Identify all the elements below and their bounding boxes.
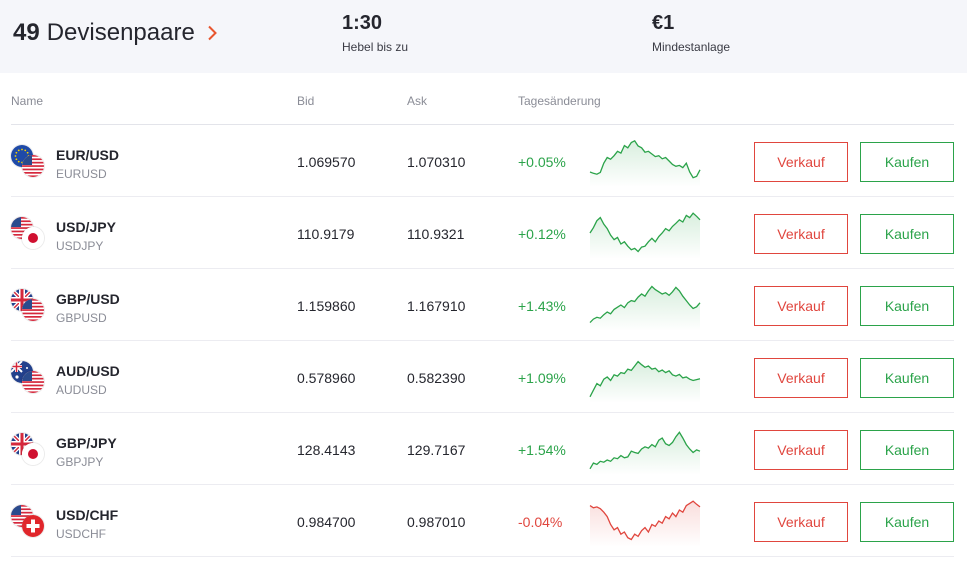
min-deposit-value: €1 (652, 12, 675, 34)
table-row-usdjpy[interactable]: USD/JPY USDJPY 110.9179 110.9321 +0.12% … (11, 197, 954, 269)
sparkline-chart (589, 431, 701, 475)
currency-flags (11, 505, 47, 539)
pair-name: USD/CHF (56, 507, 119, 523)
jp-flag-icon (22, 443, 44, 465)
sparkline-chart (589, 212, 701, 259)
sell-button[interactable]: Verkauf (754, 142, 848, 182)
daily-change: +1.54% (518, 442, 566, 458)
table-row-usdchf[interactable]: USD/CHF USDCHF 0.984700 0.987010 -0.04% … (11, 485, 954, 557)
pairs-count: 49 (13, 19, 40, 46)
pair-symbol: GBPUSD (56, 311, 107, 325)
currency-flags (11, 217, 47, 251)
currency-flags (11, 289, 47, 323)
ask-price: 129.7167 (407, 442, 466, 458)
bid-price: 0.578960 (297, 370, 356, 386)
bid-price: 1.159860 (297, 298, 356, 314)
pair-symbol: AUDUSD (56, 383, 107, 397)
jp-flag-icon (22, 227, 44, 249)
table-row-eurusd[interactable]: EUR/USD EURUSD 1.069570 1.070310 +0.05% … (11, 125, 954, 197)
buy-button[interactable]: Kaufen (860, 142, 954, 182)
sparkline-chart (589, 360, 701, 403)
sparkline-chart (589, 285, 701, 331)
sparkline-area (590, 140, 700, 187)
bid-price: 128.4143 (297, 442, 356, 458)
sell-button[interactable]: Verkauf (754, 286, 848, 326)
bid-price: 110.9179 (297, 226, 355, 242)
leverage-value: 1:30 (342, 12, 383, 34)
chevron-right-icon (207, 25, 218, 41)
ask-price: 0.582390 (407, 370, 466, 386)
pair-symbol: USDCHF (56, 527, 106, 541)
sparkline-chart (589, 500, 701, 547)
pair-name: AUD/USD (56, 363, 120, 379)
leverage-label: Hebel bis zu (342, 40, 409, 54)
ch-flag-icon (22, 515, 44, 537)
buy-button[interactable]: Kaufen (860, 214, 954, 254)
min-deposit-label: Mindestanlage (652, 40, 731, 54)
pair-symbol: USDJPY (56, 239, 104, 253)
buy-button[interactable]: Kaufen (860, 502, 954, 542)
daily-change: -0.04% (518, 514, 563, 530)
sell-button[interactable]: Verkauf (754, 430, 848, 470)
currency-flags (11, 361, 47, 395)
column-header-ask: Ask (407, 94, 428, 108)
buy-button[interactable]: Kaufen (860, 430, 954, 470)
sparkline-area (590, 213, 700, 259)
sell-button[interactable]: Verkauf (754, 502, 848, 542)
leverage-stat: 1:30 Hebel bis zu (342, 11, 408, 54)
ask-price: 1.167910 (407, 298, 466, 314)
summary-bar: 49 Devisenpaare 1:30 Hebel bis zu €1 Min… (0, 0, 967, 73)
bid-price: 0.984700 (297, 514, 356, 530)
sparkline-chart (589, 139, 701, 187)
ask-price: 0.987010 (407, 514, 466, 530)
sell-button[interactable]: Verkauf (754, 214, 848, 254)
sparkline-line (589, 212, 701, 253)
sparkline-line (589, 139, 701, 179)
us-flag-icon (22, 371, 44, 393)
min-deposit-stat: €1 Mindestanlage (652, 11, 730, 54)
sparkline-area (590, 501, 700, 547)
sparkline-area (590, 286, 700, 331)
currency-flags (11, 433, 47, 467)
pair-name: GBP/JPY (56, 435, 117, 451)
pair-name: GBP/USD (56, 291, 120, 307)
us-flag-icon (22, 299, 44, 321)
daily-change: +1.09% (518, 370, 566, 386)
ask-price: 110.9321 (407, 226, 465, 242)
buy-button[interactable]: Kaufen (860, 358, 954, 398)
sell-button[interactable]: Verkauf (754, 358, 848, 398)
pair-name: EUR/USD (56, 147, 120, 163)
us-flag-icon (22, 155, 44, 177)
sparkline-line (589, 500, 701, 541)
column-header-change: Tagesänderung (518, 94, 601, 108)
column-header-bid: Bid (297, 94, 315, 108)
header-divider (11, 124, 954, 125)
sparkline-line (589, 431, 701, 470)
pairs-count-link[interactable]: 49 Devisenpaare (13, 19, 218, 47)
column-header-name: Name (11, 94, 44, 108)
daily-change: +1.43% (518, 298, 566, 314)
daily-change: +0.05% (518, 154, 566, 170)
table-row-gbpjpy[interactable]: GBP/JPY GBPJPY 128.4143 129.7167 +1.54% … (11, 413, 954, 485)
pair-name: USD/JPY (56, 219, 116, 235)
sparkline-area (590, 361, 700, 403)
gb-flag-icon (11, 289, 33, 311)
table-row-gbpusd[interactable]: GBP/USD GBPUSD 1.159860 1.167910 +1.43% … (11, 269, 954, 341)
bid-price: 1.069570 (297, 154, 356, 170)
sparkline-line (589, 285, 701, 324)
pair-symbol: EURUSD (56, 167, 107, 181)
pair-symbol: GBPJPY (56, 455, 104, 469)
table-row-audusd[interactable]: AUD/USD AUDUSD 0.578960 0.582390 +1.09% … (11, 341, 954, 413)
sparkline-line (589, 360, 701, 398)
ask-price: 1.070310 (407, 154, 466, 170)
pairs-title: Devisenpaare (46, 19, 195, 46)
currency-flags (11, 145, 47, 179)
daily-change: +0.12% (518, 226, 566, 242)
buy-button[interactable]: Kaufen (860, 286, 954, 326)
